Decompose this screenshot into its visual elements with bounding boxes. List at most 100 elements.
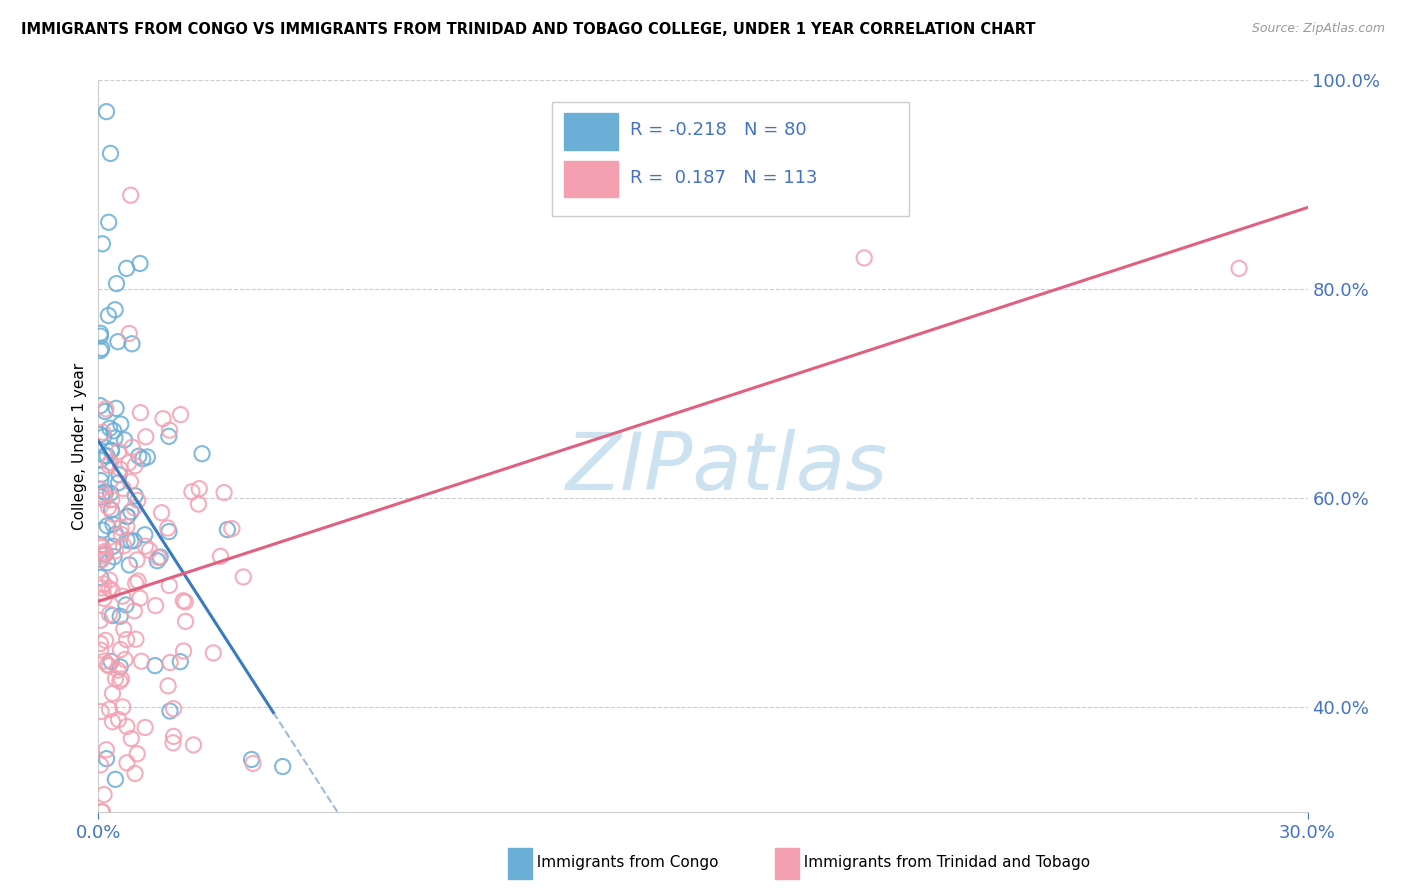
Point bbox=[146, 554, 169, 568]
Point bbox=[157, 679, 180, 693]
Point bbox=[94, 404, 117, 418]
Point bbox=[172, 594, 194, 608]
Point bbox=[101, 507, 124, 521]
Point bbox=[93, 430, 115, 444]
Point bbox=[90, 570, 112, 584]
Point bbox=[110, 672, 132, 686]
Point bbox=[115, 509, 138, 524]
Point bbox=[90, 581, 112, 595]
Point bbox=[169, 408, 191, 422]
Point bbox=[129, 591, 152, 606]
Point bbox=[174, 615, 197, 629]
Point bbox=[188, 482, 211, 496]
Point bbox=[148, 550, 170, 565]
Point bbox=[115, 533, 138, 548]
Point bbox=[97, 215, 120, 229]
Point bbox=[90, 490, 112, 504]
Point bbox=[162, 730, 184, 744]
Point bbox=[90, 643, 112, 657]
Point bbox=[111, 700, 134, 714]
Point bbox=[94, 485, 117, 500]
Point bbox=[96, 657, 118, 672]
Point bbox=[110, 417, 132, 431]
Text: ZIPatlas: ZIPatlas bbox=[567, 429, 889, 507]
Point bbox=[128, 449, 150, 463]
Point bbox=[183, 738, 205, 752]
Point bbox=[100, 486, 122, 500]
Point bbox=[124, 576, 146, 591]
Point bbox=[91, 805, 114, 819]
Point bbox=[89, 552, 111, 566]
Point bbox=[173, 644, 195, 658]
Point bbox=[90, 705, 112, 719]
Point bbox=[120, 188, 142, 202]
Point bbox=[112, 622, 135, 636]
Point bbox=[122, 533, 145, 548]
Point bbox=[1227, 261, 1250, 276]
Point bbox=[100, 146, 122, 161]
Point bbox=[93, 484, 115, 499]
Text: IMMIGRANTS FROM CONGO VS IMMIGRANTS FROM TRINIDAD AND TOBAGO COLLEGE, UNDER 1 YE: IMMIGRANTS FROM CONGO VS IMMIGRANTS FROM… bbox=[21, 22, 1036, 37]
Point bbox=[93, 577, 115, 591]
Point bbox=[103, 424, 125, 438]
Point bbox=[93, 492, 115, 507]
Point bbox=[242, 756, 264, 771]
Text: Source: ZipAtlas.com: Source: ZipAtlas.com bbox=[1251, 22, 1385, 36]
Point bbox=[96, 104, 118, 119]
Point bbox=[118, 456, 141, 470]
Point bbox=[96, 752, 118, 766]
Point bbox=[110, 527, 132, 541]
Point bbox=[134, 528, 156, 542]
Point bbox=[90, 541, 112, 555]
Point bbox=[174, 595, 197, 609]
Point bbox=[104, 772, 127, 787]
Point bbox=[94, 633, 117, 648]
Point bbox=[115, 261, 138, 276]
Point bbox=[157, 578, 180, 592]
Point bbox=[124, 489, 146, 503]
Point bbox=[115, 519, 138, 533]
Point bbox=[98, 455, 121, 469]
Point bbox=[101, 686, 124, 700]
Point bbox=[143, 658, 166, 673]
Point bbox=[96, 518, 118, 533]
Point bbox=[271, 759, 294, 773]
Point bbox=[104, 302, 127, 317]
Point bbox=[127, 747, 149, 761]
Point bbox=[98, 702, 121, 716]
Point bbox=[145, 599, 167, 613]
Point bbox=[101, 492, 124, 507]
Point bbox=[129, 406, 152, 420]
Point bbox=[217, 523, 239, 537]
Point bbox=[121, 440, 143, 454]
Point bbox=[117, 509, 139, 524]
Point bbox=[110, 462, 132, 476]
Point bbox=[120, 533, 142, 548]
Point bbox=[120, 505, 142, 519]
Point bbox=[191, 447, 214, 461]
Text: Immigrants from Trinidad and Tobago: Immigrants from Trinidad and Tobago bbox=[794, 855, 1091, 870]
Point bbox=[89, 613, 111, 627]
FancyBboxPatch shape bbox=[551, 103, 908, 216]
Point bbox=[100, 503, 122, 517]
Point bbox=[101, 583, 124, 598]
Point bbox=[157, 429, 180, 443]
Point bbox=[89, 343, 111, 358]
Point bbox=[159, 423, 181, 437]
Point bbox=[159, 656, 181, 670]
Text: Immigrants from Congo: Immigrants from Congo bbox=[527, 855, 718, 870]
Bar bbox=[564, 113, 619, 150]
Point bbox=[112, 482, 135, 496]
Point bbox=[93, 549, 115, 563]
Point bbox=[121, 336, 143, 351]
Point bbox=[124, 766, 146, 780]
Point bbox=[100, 443, 122, 458]
Point bbox=[90, 553, 112, 567]
Point bbox=[131, 451, 153, 466]
Point bbox=[212, 485, 235, 500]
Point bbox=[134, 721, 156, 735]
Point bbox=[90, 474, 112, 488]
Point bbox=[232, 570, 254, 584]
Point bbox=[162, 736, 184, 750]
Point bbox=[101, 539, 124, 553]
